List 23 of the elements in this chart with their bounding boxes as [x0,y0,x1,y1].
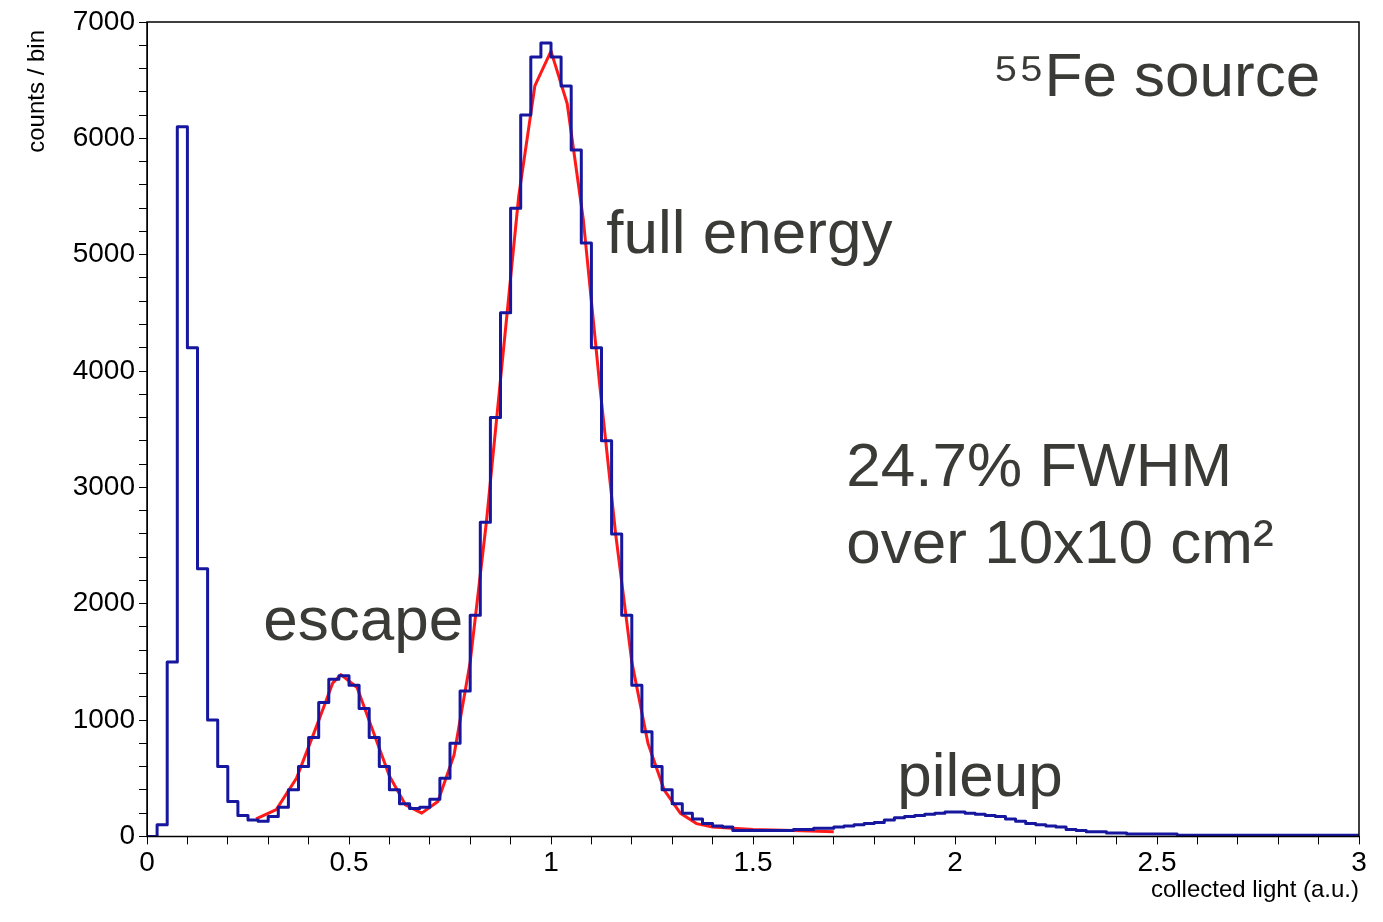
annotation: over 10x10 cm² [846,506,1274,576]
y-tick-label: 7000 [72,4,135,36]
x-tick-label: 1 [543,845,559,877]
annotation: full energy [606,197,893,267]
x-tick-label: 3 [1351,845,1367,877]
annotation: pileup [897,739,1063,809]
y-axis-title: counts / bin [21,30,49,153]
x-tick-label: 0.5 [329,845,369,877]
y-tick-label: 6000 [72,121,135,153]
y-tick-label: 5000 [72,237,135,269]
x-tick-label: 0 [139,845,155,877]
x-tick-label: 2 [947,845,963,877]
annotation: ⁵⁵Fe source [993,40,1321,110]
y-tick-label: 2000 [72,586,135,618]
x-axis-title: collected light (a.u.) [1150,875,1359,903]
x-tick-label: 2.5 [1137,845,1177,877]
y-tick-label: 0 [119,819,135,851]
annotation: 24.7% FWHM [846,430,1233,500]
annotation: escape [263,584,464,654]
y-tick-label: 4000 [72,353,135,385]
y-tick-label: 1000 [72,702,135,734]
x-tick-label: 1.5 [733,845,773,877]
y-tick-label: 3000 [72,470,135,502]
